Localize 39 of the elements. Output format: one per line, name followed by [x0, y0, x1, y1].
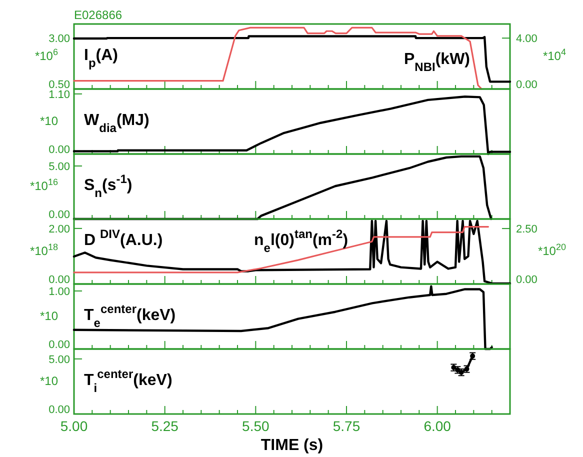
annotation: T$_{i}$$^{center}$(keV)	[84, 367, 172, 395]
y2-axis-title: *10$^{4}$	[542, 47, 566, 63]
y2-axis-title: *10$^{20}$	[538, 242, 566, 258]
y-axis-title: *10$^{18}$	[30, 242, 58, 258]
y-tick-label: 2.00	[48, 223, 70, 236]
y-tick-label: 0.00	[48, 209, 70, 221]
y-tick-label: 1.00	[48, 286, 70, 298]
y-tick-label: 3.00	[48, 32, 70, 45]
y-tick-label: 0.50	[48, 79, 70, 91]
x-tick-label: 5.75	[332, 418, 360, 434]
y2-tick-label: 0.00	[516, 79, 538, 91]
y-axis-title: *10$^{16}$	[30, 177, 58, 193]
y-tick-label: 0.00	[48, 339, 70, 351]
y2-tick-label: 0.00	[516, 274, 538, 286]
y-tick-label: 0.00	[48, 404, 70, 416]
annotation: W$_{dia}$(MJ)	[84, 112, 150, 135]
y-axis-title: *10$^{6}$	[34, 47, 58, 63]
y-tick-label: 5.00	[48, 354, 70, 366]
y-tick-label: 0.00	[48, 274, 70, 286]
y2-tick-label: 2.50	[516, 223, 538, 236]
x-tick-label: 6.00	[424, 418, 452, 434]
annotation: P$_{NBI}$(kW)	[404, 51, 470, 74]
annotation: T$_{e}$$^{center}$(keV)	[84, 302, 176, 330]
y-tick-label: 5.00	[48, 160, 70, 173]
annotation: D $^{DIV}$(A.U.)	[84, 227, 163, 249]
annotation: n$_{e}$l(0)$^{tan}$(m$^{-2}$)	[254, 227, 348, 255]
y2-tick-label: 4.00	[516, 32, 538, 45]
x-tick-label: 5.50	[242, 418, 270, 434]
y-axis-title: *10	[40, 309, 58, 323]
x-tick-label: 5.00	[60, 418, 88, 434]
y-axis-title: *10	[40, 374, 58, 388]
y-axis-title: *10	[40, 114, 58, 128]
y-tick-label: 1.10	[48, 88, 70, 101]
annotation: I$_{p}$(A)	[84, 47, 118, 70]
x-axis-title: TIME (s)	[260, 437, 324, 454]
y-tick-label: 0.00	[48, 144, 70, 156]
annotation: S$_{n}$(s$^{-1}$)	[84, 172, 132, 200]
x-tick-label: 5.25	[151, 418, 179, 434]
chart-title: E026866	[74, 8, 122, 22]
